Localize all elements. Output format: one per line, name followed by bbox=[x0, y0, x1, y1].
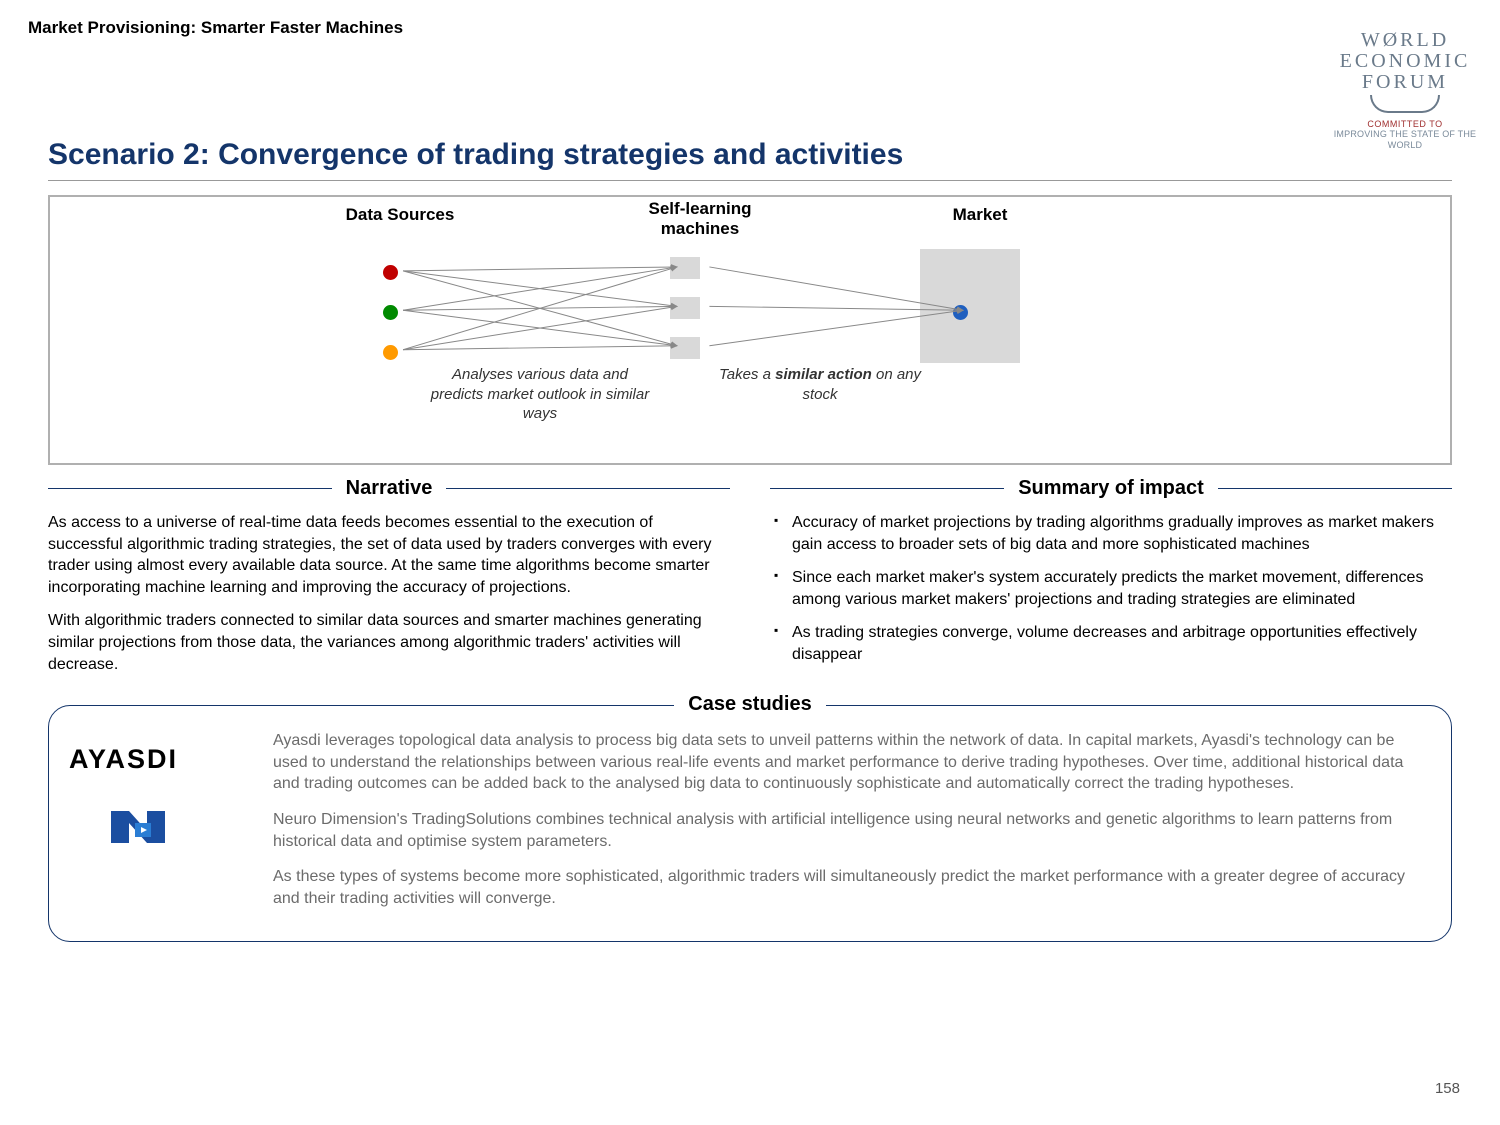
machine-box-3 bbox=[670, 337, 700, 359]
logo-arc-icon bbox=[1370, 95, 1440, 113]
case-p1: Ayasdi leverages topological data analys… bbox=[273, 730, 1431, 795]
page-number: 158 bbox=[1435, 1080, 1460, 1097]
case-title: Case studies bbox=[674, 693, 825, 716]
market-dot bbox=[953, 305, 968, 320]
narrative-section: Narrative As access to a universe of rea… bbox=[48, 477, 730, 687]
case-p3: As these types of systems become more so… bbox=[273, 866, 1431, 909]
impact-item: Accuracy of market projections by tradin… bbox=[770, 512, 1452, 555]
label-market: Market bbox=[930, 205, 1030, 225]
main-title: Scenario 2: Convergence of trading strat… bbox=[48, 138, 1452, 181]
impact-title: Summary of impact bbox=[1004, 477, 1218, 500]
machine-box-2 bbox=[670, 297, 700, 319]
logo-tagline1: COMMITTED TO bbox=[1320, 119, 1490, 129]
logo-line1: WØRLD bbox=[1320, 30, 1490, 51]
case-studies: Case studies AYASDI Ayasdi leverages top… bbox=[48, 705, 1452, 942]
logo-line2: ECONOMIC bbox=[1320, 51, 1490, 72]
impact-item: Since each market maker's system accurat… bbox=[770, 567, 1452, 610]
source-dot-3 bbox=[383, 345, 398, 360]
logo-line3: FORUM bbox=[1320, 72, 1490, 93]
machine-box-1 bbox=[670, 257, 700, 279]
source-dot-2 bbox=[383, 305, 398, 320]
case-p2: Neuro Dimension's TradingSolutions combi… bbox=[273, 809, 1431, 852]
caption-analyses: Analyses various data and predicts marke… bbox=[430, 365, 650, 424]
market-box bbox=[920, 249, 1020, 363]
impact-section: Summary of impact Accuracy of market pro… bbox=[770, 477, 1452, 687]
wef-logo: WØRLD ECONOMIC FORUM COMMITTED TO IMPROV… bbox=[1320, 30, 1490, 151]
impact-item: As trading strategies converge, volume d… bbox=[770, 622, 1452, 665]
label-machines: Self-learning machines bbox=[630, 199, 770, 238]
neurodimension-logo-icon bbox=[107, 803, 171, 851]
caption-action: Takes a similar action on any stock bbox=[710, 365, 930, 404]
narrative-p2: With algorithmic traders connected to si… bbox=[48, 610, 730, 675]
narrative-title: Narrative bbox=[332, 477, 447, 500]
label-data-sources: Data Sources bbox=[340, 205, 460, 225]
diagram: Data Sources Self-learning machines Mark… bbox=[48, 195, 1452, 465]
narrative-p1: As access to a universe of real-time dat… bbox=[48, 512, 730, 598]
page-header: Market Provisioning: Smarter Faster Mach… bbox=[28, 18, 1472, 38]
ayasdi-logo: AYASDI bbox=[69, 744, 249, 775]
logo-tagline2: IMPROVING THE STATE OF THE WORLD bbox=[1320, 129, 1490, 151]
source-dot-1 bbox=[383, 265, 398, 280]
